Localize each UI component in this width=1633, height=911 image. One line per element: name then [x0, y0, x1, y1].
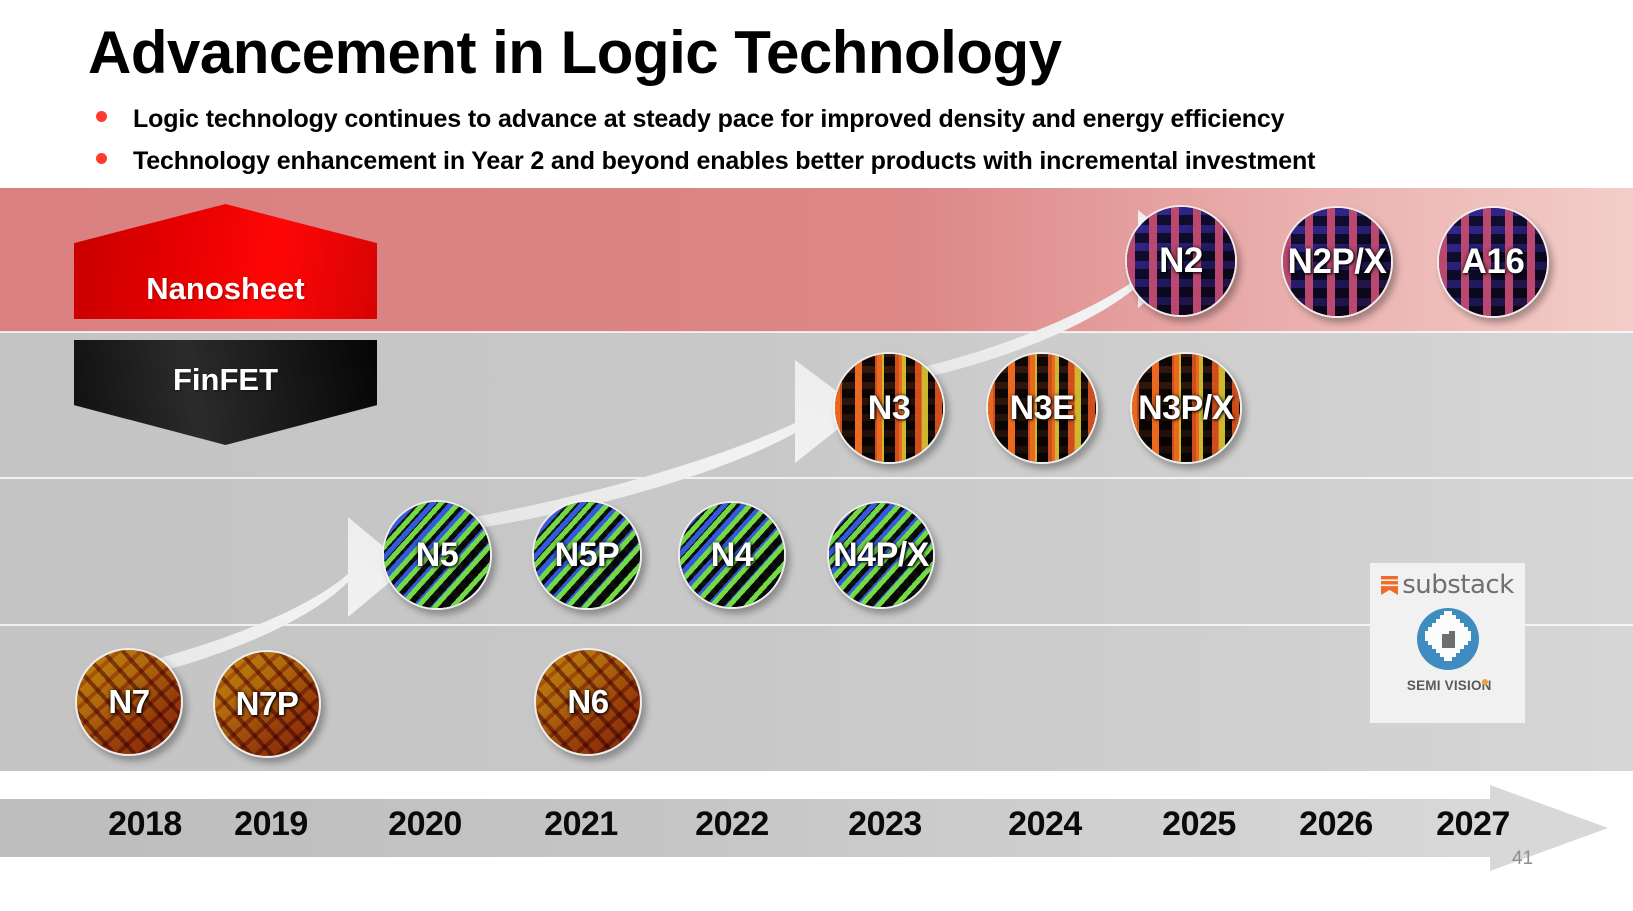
bullet-text-1: Technology enhancement in Year 2 and bey… — [133, 147, 1316, 175]
tech-tag-finfet-label: FinFET — [172, 362, 279, 397]
timeline-year-2025: 2025 — [1162, 805, 1236, 843]
brand-logo-box: substack SEMI VISION — [1370, 563, 1525, 723]
wafer-node-n7p[interactable]: N7P — [213, 650, 321, 758]
wafer-node-n3px[interactable]: N3P/X — [1130, 352, 1242, 464]
timeline-year-2023: 2023 — [848, 805, 922, 843]
wafer-label-n7p: N7P — [235, 685, 299, 722]
wafer-label-n4: N4 — [710, 535, 754, 574]
band-divider — [0, 331, 1633, 333]
band-divider — [0, 624, 1633, 626]
wafer-label-n2: N2 — [1159, 241, 1203, 280]
bullet-text-0: Logic technology continues to advance at… — [133, 105, 1285, 133]
wafer-node-n5p[interactable]: N5P — [532, 500, 642, 610]
timeline-year-2020: 2020 — [388, 805, 462, 843]
wafer-label-n5: N5 — [415, 535, 459, 574]
wafer-texture — [1439, 208, 1547, 316]
wafer-texture — [1132, 354, 1240, 462]
wafer-node-n3e[interactable]: N3E — [986, 352, 1098, 464]
timeline-year-2024: 2024 — [1008, 805, 1082, 843]
timeline-arrow-icon — [1490, 785, 1608, 871]
wafer-node-n4px[interactable]: N4P/X — [827, 501, 935, 609]
semi-vision-logo-icon — [1416, 608, 1479, 670]
timeline-year-2021: 2021 — [544, 805, 618, 843]
slide-header: Advancement in Logic Technology Logic te… — [0, 0, 1633, 188]
bullet-item-1: Technology enhancement in Year 2 and bey… — [96, 147, 1315, 176]
substack-logo: substack — [1381, 572, 1514, 598]
wafer-node-n4[interactable]: N4 — [678, 501, 786, 609]
wafer-label-n6: N6 — [567, 683, 609, 720]
timeline-bar — [0, 799, 1518, 857]
wafer-node-n2px[interactable]: N2P/X — [1281, 206, 1393, 318]
wafer-label-n5p: N5P — [554, 535, 620, 574]
wafer-label-n7: N7 — [108, 683, 150, 720]
wafer-label-n3e: N3E — [1009, 388, 1075, 427]
wafer-node-n6[interactable]: N6 — [534, 648, 642, 756]
wafer-node-n5[interactable]: N5 — [382, 500, 492, 610]
wafer-texture — [1283, 208, 1391, 316]
wafer-node-n2[interactable]: N2 — [1125, 205, 1237, 317]
wafer-label-n2px: N2P/X — [1287, 242, 1387, 281]
wafer-label-a16: A16 — [1461, 242, 1525, 281]
wafer-node-a16[interactable]: A16 — [1437, 206, 1549, 318]
tech-tag-nanosheet-label: Nanosheet — [146, 271, 305, 306]
wafer-texture — [536, 650, 640, 754]
slide-number: 41 — [1512, 848, 1534, 869]
bullet-item-0: Logic technology continues to advance at… — [96, 105, 1284, 134]
substack-bookmark-icon — [1381, 575, 1399, 595]
semi-vision-text: SEMI VISION — [1406, 678, 1492, 693]
bullet-dot-icon — [96, 111, 107, 122]
bullet-dot-icon — [96, 153, 107, 164]
band-divider — [0, 477, 1633, 479]
timeline-year-2019: 2019 — [234, 805, 308, 843]
wafer-label-n3: N3 — [867, 388, 911, 427]
semi-vision-accent-dot-icon — [1482, 679, 1489, 685]
timeline-axis: 2018 2019 2020 2021 2022 2023 2024 2025 … — [0, 785, 1633, 871]
wafer-node-n3[interactable]: N3 — [833, 352, 945, 464]
wafer-label-n4px: N4P/X — [833, 535, 929, 574]
timeline-year-2022: 2022 — [695, 805, 769, 843]
timeline-year-2018: 2018 — [108, 805, 182, 843]
substack-wordmark: substack — [1402, 570, 1514, 600]
wafer-label-n3px: N3P/X — [1138, 388, 1234, 427]
semi-vision-wordmark: SEMI VISION — [1407, 678, 1492, 693]
wafer-node-n7[interactable]: N7 — [75, 648, 183, 756]
timeline-year-2027: 2027 — [1436, 805, 1510, 843]
timeline-year-2026: 2026 — [1299, 805, 1373, 843]
page-title: Advancement in Logic Technology — [88, 19, 1062, 86]
